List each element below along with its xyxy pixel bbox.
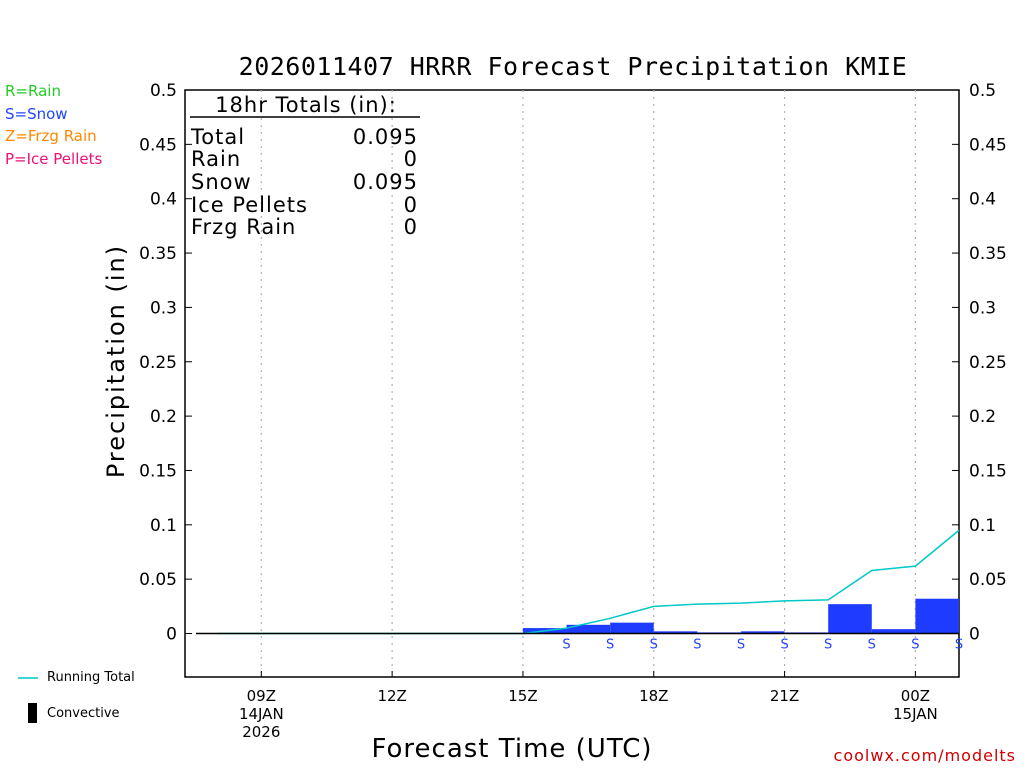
x-tick-label: 18Z [639, 687, 668, 705]
credit-text: coolwx.com/modelts [833, 746, 1016, 765]
precip-type-marker: S [955, 638, 963, 653]
y-tick-label-right: 0.2 [969, 407, 996, 427]
precip-bar [740, 631, 785, 634]
x-tick-label: 21Z [770, 687, 799, 705]
x-tick-label: 00Z [901, 687, 930, 705]
x-tick-label: 15JAN [893, 705, 938, 723]
y-tick-label-left: 0.2 [150, 407, 177, 427]
chart-title: 2026011407 HRRR Forecast Precipitation K… [238, 52, 908, 81]
precip-bar [915, 598, 959, 634]
totals-total-label: Total [190, 125, 245, 149]
y-tick-label-left: 0.1 [150, 516, 177, 536]
precip-type-marker: S [693, 638, 701, 653]
y-tick-label-right: 0.5 [969, 81, 996, 101]
y-tick-label-left: 0.35 [139, 244, 177, 264]
y-tick-label-right: 0.1 [969, 516, 996, 536]
x-tick-label: 15Z [508, 687, 537, 705]
totals-snow-label: Snow [191, 170, 252, 194]
y-tick-label-left: 0 [166, 625, 177, 645]
x-tick-label: 14JAN [239, 705, 284, 723]
precip-type-marker: S [780, 638, 788, 653]
precip-type-marker: S [562, 638, 570, 653]
precip-type-marker: S [868, 638, 876, 653]
legend-snow: S=Snow [5, 105, 68, 123]
precip-type-marker: S [824, 638, 832, 653]
x-tick-label: 09Z [247, 687, 276, 705]
y-tick-label-left: 0.3 [150, 298, 177, 318]
totals-snow-value: 0.095 [353, 170, 418, 194]
totals-frzg-rain-value: 0 [404, 215, 418, 239]
totals-ice-pellets-value: 0 [404, 193, 418, 217]
y-tick-label-left: 0.25 [139, 353, 177, 373]
totals-box: 18hr Totals (in): Total 0.095 Rain 0 Sno… [190, 93, 420, 239]
y-tick-label-right: 0.45 [969, 135, 1007, 155]
y-tick-label-right: 0.3 [969, 298, 996, 318]
legend-freezing-rain: Z=Frzg Rain [5, 127, 97, 145]
plot-frame [184, 89, 960, 678]
y-tick-label-right: 0.25 [969, 353, 1007, 373]
x-tick-label: 2026 [242, 723, 280, 741]
y-tick-label-left: 0.4 [150, 190, 177, 210]
running-total-legend-label: Running Total [47, 670, 135, 685]
convective-legend-label: Convective [47, 706, 120, 721]
y-tick-label-left: 0.05 [139, 570, 177, 590]
y-tick-label-left: 0.45 [139, 135, 177, 155]
legend-ice-pellets: P=Ice Pellets [5, 150, 103, 168]
precip-bar [828, 604, 872, 634]
precip-type-marker: S [650, 638, 658, 653]
precip-type-marker: S [606, 638, 614, 653]
x-tick-label: 12Z [377, 687, 406, 705]
x-axis-label: Forecast Time (UTC) [371, 734, 653, 764]
y-tick-label-right: 0.35 [969, 244, 1007, 264]
totals-rain-value: 0 [404, 147, 418, 171]
y-tick-label-right: 0 [969, 625, 980, 645]
y-tick-label-right: 0.4 [969, 190, 996, 210]
totals-rain-label: Rain [191, 147, 241, 171]
y-tick-label-left: 0.15 [139, 461, 177, 481]
precip-bar [566, 624, 611, 634]
precip-type-marker: S [911, 638, 919, 653]
totals-ice-pellets-label: Ice Pellets [191, 193, 308, 217]
totals-total-value: 0.095 [353, 125, 418, 149]
convective-legend-swatch [28, 703, 37, 723]
y-tick-label-right: 0.15 [969, 461, 1007, 481]
totals-frzg-rain-label: Frzg Rain [191, 215, 296, 239]
precip-bar [610, 622, 654, 634]
precip-type-marker: S [737, 638, 745, 653]
y-tick-label-right: 0.05 [969, 570, 1007, 590]
legend-rain: R=Rain [5, 82, 61, 100]
y-tick-label-left: 0.5 [150, 81, 177, 101]
precip-bar [871, 629, 916, 634]
totals-header: 18hr Totals (in): [215, 93, 397, 117]
precip-bar [653, 631, 698, 634]
